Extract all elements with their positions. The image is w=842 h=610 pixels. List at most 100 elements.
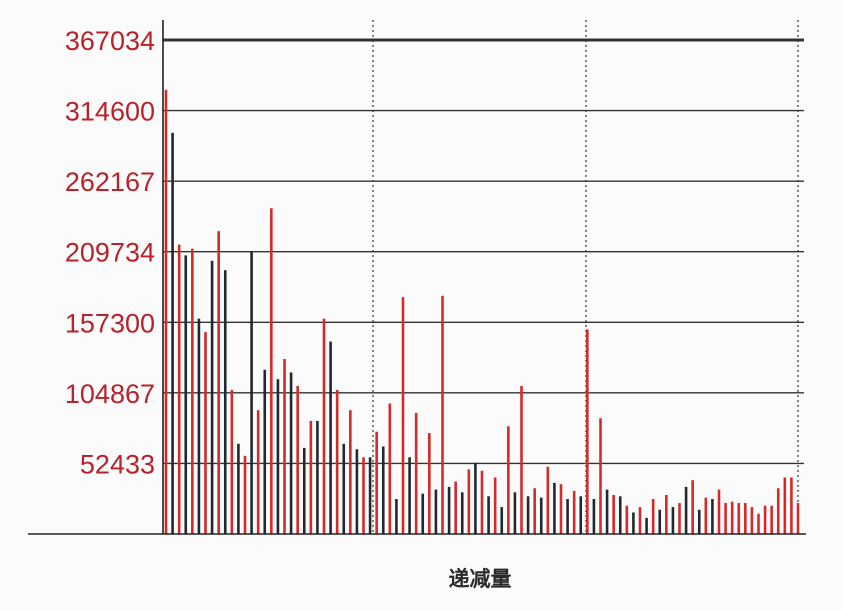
- bar-red: [296, 385, 299, 534]
- bar-dark: [263, 369, 267, 534]
- bar-dark: [171, 132, 174, 534]
- bar-dark: [197, 318, 201, 534]
- bar-red: [724, 503, 727, 534]
- bar-dark: [368, 457, 372, 534]
- bar-red: [428, 433, 431, 534]
- bars: [164, 89, 800, 534]
- bar-red: [546, 466, 550, 534]
- bar-dark: [329, 341, 332, 534]
- bar-red: [625, 505, 629, 534]
- bar-red: [612, 494, 615, 534]
- bar-red: [507, 426, 510, 534]
- bar-dark: [289, 372, 293, 534]
- bar-dark: [645, 517, 648, 534]
- bar-dark: [671, 507, 675, 534]
- bar-red: [454, 481, 457, 534]
- y-tick-label: 262167: [65, 167, 155, 197]
- bar-red: [638, 507, 642, 534]
- bar-dark: [487, 496, 490, 534]
- bar-red: [691, 480, 694, 534]
- bar-red: [665, 494, 668, 534]
- bar-red: [309, 420, 313, 534]
- bar-red: [770, 505, 773, 534]
- bar-red: [243, 455, 247, 534]
- bar-red: [750, 507, 754, 534]
- bar-dark: [237, 443, 240, 534]
- bar-dark: [434, 489, 438, 534]
- bar-dark: [395, 499, 398, 534]
- bar-dark: [684, 486, 688, 534]
- y-tick-label: 104867: [65, 379, 155, 409]
- bar-red: [441, 295, 444, 534]
- bar-dark: [421, 493, 425, 534]
- bar-dark: [276, 379, 280, 534]
- bar-red: [533, 488, 536, 534]
- bar-red: [586, 329, 589, 534]
- bar-red: [467, 469, 471, 534]
- bar-dark: [500, 507, 504, 534]
- bar-red: [362, 457, 365, 534]
- bar-dark: [697, 509, 701, 534]
- y-tick-label: 367034: [65, 26, 155, 56]
- bar-dark: [632, 512, 635, 534]
- bar-red: [796, 503, 800, 534]
- bar-dark: [605, 489, 609, 534]
- bar-dark: [474, 462, 477, 534]
- bar-dark: [342, 443, 346, 534]
- bar-red: [283, 359, 286, 534]
- bar-dark: [250, 251, 253, 534]
- bar-red: [520, 385, 523, 534]
- bar-red: [191, 248, 194, 534]
- bar-red: [230, 389, 234, 534]
- bar-dark: [711, 499, 714, 534]
- bar-red: [270, 208, 273, 534]
- bar-dark: [539, 497, 543, 534]
- bar-red: [776, 488, 780, 534]
- bar-dark: [223, 270, 227, 534]
- axes: [28, 20, 806, 535]
- bar-dark: [526, 496, 530, 534]
- bar-red: [744, 503, 747, 534]
- bar-red: [177, 244, 181, 534]
- y-tick-label: 157300: [65, 308, 155, 338]
- bar-red: [559, 484, 563, 534]
- y-tick-label: 209734: [65, 238, 155, 268]
- bar-dark: [460, 492, 464, 534]
- bar-red: [790, 477, 793, 534]
- y-tick-label: 52433: [80, 449, 155, 479]
- bar-red: [401, 297, 405, 534]
- bar-red: [335, 389, 339, 534]
- bar-red: [757, 513, 760, 534]
- bar-dark: [579, 496, 583, 534]
- bar-red: [737, 503, 741, 534]
- bar-red: [704, 497, 708, 534]
- bar-red: [730, 501, 734, 534]
- bar-red: [493, 477, 497, 534]
- y-tick-labels: 52433 104867 157300 209734 262167 314600 36703…: [65, 26, 155, 479]
- grid-lines: [163, 20, 804, 534]
- bar-red: [717, 489, 721, 534]
- bar-dark: [381, 446, 385, 534]
- bar-dark: [553, 482, 556, 534]
- bar-red: [651, 499, 655, 534]
- bar-red: [414, 412, 418, 534]
- x-axis-title: 递减量: [449, 567, 512, 591]
- bar-red: [375, 431, 378, 534]
- bar-red: [256, 410, 260, 534]
- bar-red: [678, 503, 681, 534]
- bar-dark: [592, 499, 596, 534]
- bar-dark: [302, 447, 306, 534]
- bar-dark: [566, 499, 569, 534]
- bar-dark: [618, 496, 622, 534]
- bar-dark: [355, 449, 359, 534]
- bar-dark: [210, 260, 214, 534]
- bar-dark: [408, 457, 411, 534]
- bar-red: [763, 505, 767, 534]
- bar-dark: [184, 255, 188, 534]
- bar-dark: [658, 509, 662, 534]
- bar-red: [204, 332, 207, 534]
- y-tick-label: 314600: [65, 97, 155, 127]
- bar-red: [599, 418, 602, 534]
- bar-dark: [447, 486, 451, 534]
